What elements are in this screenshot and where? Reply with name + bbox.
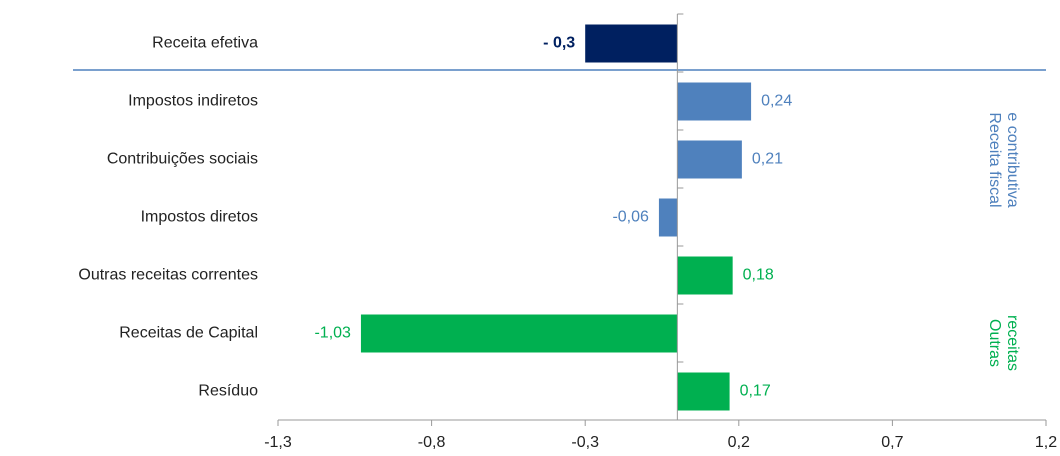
value-label: 0,18 bbox=[743, 267, 774, 284]
group-label: Receita fiscal e contributiva bbox=[986, 112, 1021, 207]
group-label-line: Receita fiscal bbox=[986, 112, 1003, 207]
value-label: 0,17 bbox=[740, 383, 771, 400]
value-label: -0,06 bbox=[612, 209, 649, 226]
category-label: Outras receitas correntes bbox=[78, 267, 258, 284]
bar bbox=[677, 256, 733, 295]
group-label-line: receitas bbox=[1004, 315, 1021, 371]
value-label: 0,21 bbox=[752, 151, 783, 168]
group-label-line: e contributiva bbox=[1004, 112, 1021, 207]
x-tick-label: 0,2 bbox=[728, 434, 750, 451]
value-label: 0,24 bbox=[761, 93, 792, 110]
category-label: Resíduo bbox=[198, 383, 258, 400]
x-tick-label: -0,3 bbox=[571, 434, 599, 451]
value-label: - 0,3 bbox=[543, 35, 575, 52]
bar bbox=[360, 314, 678, 353]
bar bbox=[585, 24, 678, 63]
bar bbox=[658, 198, 678, 237]
group-label-line: Outras bbox=[986, 319, 1003, 367]
group-label: Outras receitas bbox=[986, 315, 1021, 371]
category-label: Receita efetiva bbox=[152, 35, 258, 52]
category-label: Impostos indiretos bbox=[128, 93, 258, 110]
x-tick-label: 0,7 bbox=[881, 434, 903, 451]
x-tick-label: -0,8 bbox=[418, 434, 446, 451]
category-label: Impostos diretos bbox=[141, 209, 258, 226]
x-tick-label: 1,2 bbox=[1035, 434, 1057, 451]
bar bbox=[677, 372, 730, 411]
value-label: -1,03 bbox=[314, 325, 351, 342]
category-label: Receitas de Capital bbox=[119, 325, 258, 342]
bar bbox=[677, 140, 742, 179]
bar bbox=[677, 82, 752, 121]
x-tick-label: -1,3 bbox=[264, 434, 292, 451]
category-label: Contribuições sociais bbox=[107, 151, 258, 168]
